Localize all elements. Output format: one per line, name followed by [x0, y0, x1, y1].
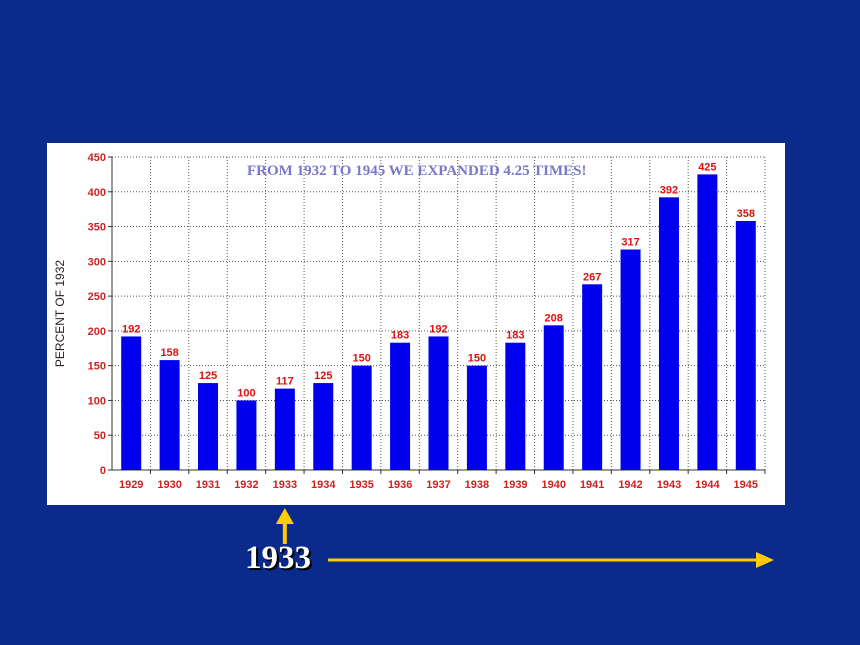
bar-1940 [543, 325, 564, 470]
x-tick-label-1934: 1934 [311, 479, 336, 491]
x-tick-label-1944: 1944 [695, 479, 720, 491]
x-tick-label-1938: 1938 [465, 479, 489, 491]
y-tick-label: 450 [88, 152, 106, 164]
bar-1931 [198, 383, 219, 470]
y-tick-label: 350 [88, 222, 106, 234]
bar-1935 [351, 365, 372, 470]
x-tick-label-1945: 1945 [734, 479, 758, 491]
bar-1930 [159, 360, 180, 470]
y-tick-label: 250 [88, 291, 106, 303]
bar-1938 [466, 365, 487, 470]
y-tick-label: 100 [88, 395, 106, 407]
y-tick-label: 400 [88, 187, 106, 199]
value-label-1936: 183 [391, 330, 409, 342]
x-tick-label-1942: 1942 [618, 479, 642, 491]
value-label-1930: 158 [160, 347, 178, 359]
value-label-1938: 150 [468, 353, 486, 365]
year-annotation-label: 1933 [245, 540, 311, 576]
x-tick-label-1931: 1931 [196, 479, 220, 491]
chart-panel: 0 50 100 150 200 250 300 350 400 450 192 1929 158 193… [47, 143, 785, 505]
x-tick-label-1932: 1932 [234, 479, 258, 491]
chart-title: FROM 1932 TO 1945 WE EXPANDED 4.25 TIMES… [247, 163, 586, 179]
value-label-1933: 117 [276, 376, 294, 388]
bar-1944 [697, 174, 718, 470]
x-tick-label-1930: 1930 [157, 479, 181, 491]
right-arrow-head [756, 552, 774, 568]
x-tick-label-1935: 1935 [349, 479, 373, 491]
up-arrow-head [275, 508, 294, 524]
bar-1936 [390, 342, 411, 470]
value-label-1942: 317 [621, 237, 639, 249]
bar-1941 [582, 284, 603, 470]
bar-1939 [505, 342, 526, 470]
value-label-1935: 150 [352, 353, 370, 365]
bar-1932 [236, 400, 257, 470]
y-tick-label: 50 [94, 430, 106, 442]
bar-1942 [620, 249, 641, 470]
value-label-1943: 392 [660, 184, 678, 196]
bar-1945 [735, 220, 756, 470]
value-label-1939: 183 [506, 330, 524, 342]
bar-1929 [121, 336, 142, 470]
bar-1934 [313, 383, 334, 470]
value-label-1934: 125 [314, 370, 332, 382]
value-label-1931: 125 [199, 370, 217, 382]
y-tick-label: 300 [88, 256, 106, 268]
value-label-1929: 192 [122, 323, 140, 335]
y-tick-label: 150 [88, 361, 106, 373]
value-label-1940: 208 [545, 312, 563, 324]
y-axis-title: PERCENT OF 1932 [53, 260, 67, 367]
x-tick-label-1933: 1933 [273, 479, 297, 491]
value-label-1944: 425 [698, 161, 716, 173]
bar-1937 [428, 336, 449, 470]
x-tick-label-1939: 1939 [503, 479, 527, 491]
x-tick-label-1936: 1936 [388, 479, 412, 491]
value-label-1937: 192 [429, 323, 447, 335]
value-label-1941: 267 [583, 271, 601, 283]
value-label-1945: 358 [737, 208, 755, 220]
x-tick-label-1929: 1929 [119, 479, 143, 491]
x-tick-label-1940: 1940 [541, 479, 565, 491]
bar-chart: 0 50 100 150 200 250 300 350 400 450 192 1929 158 193… [53, 152, 766, 491]
bar-1933 [274, 388, 295, 470]
x-tick-label-1941: 1941 [580, 479, 604, 491]
bar-1943 [658, 197, 679, 470]
y-tick-label: 200 [88, 326, 106, 338]
y-tick-label: 0 [100, 465, 106, 477]
x-tick-label-1937: 1937 [426, 479, 450, 491]
x-tick-label-1943: 1943 [657, 479, 681, 491]
value-label-1932: 100 [237, 387, 255, 399]
